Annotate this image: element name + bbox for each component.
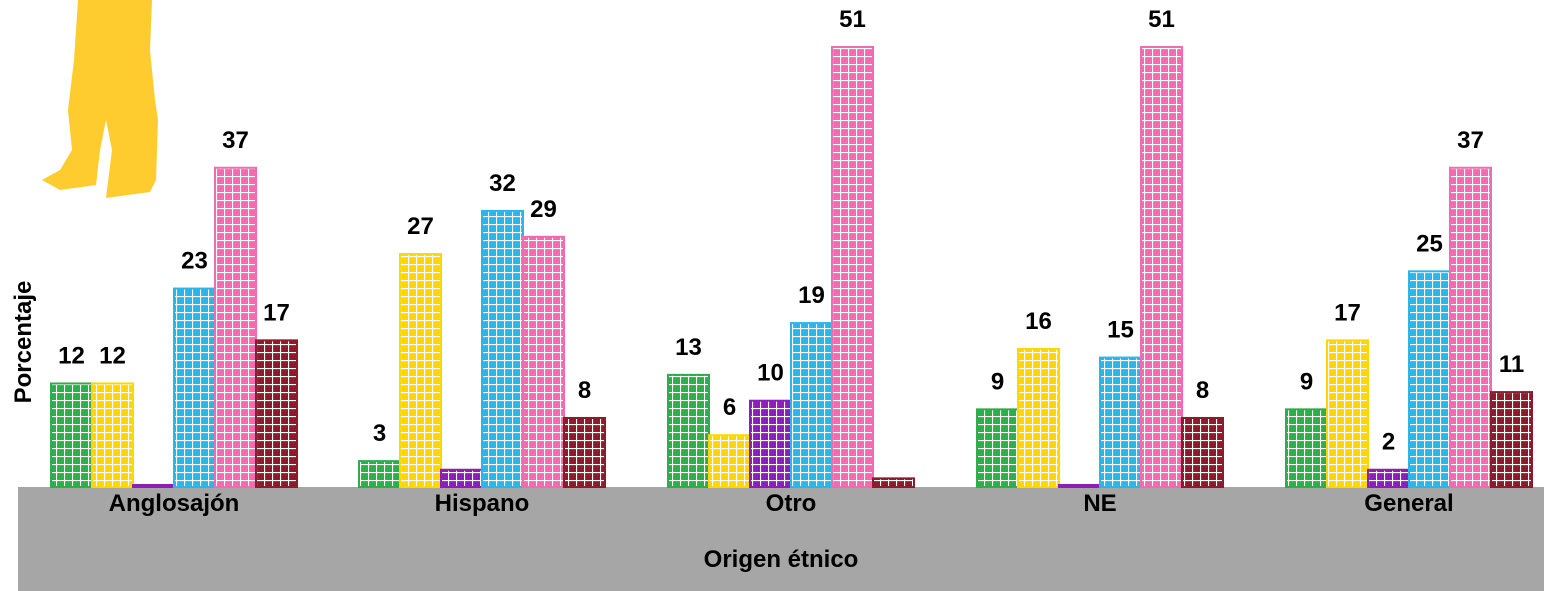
bar-anglosajn-s2 [91, 382, 134, 488]
data-label: 17 [1334, 299, 1361, 326]
bar-general-s1 [1285, 408, 1328, 488]
bar-general-s2 [1326, 339, 1369, 489]
bar-hispano-s3 [440, 468, 483, 488]
data-label: 17 [263, 299, 290, 326]
bar-ne-s3 [1058, 484, 1101, 488]
data-label: 23 [181, 248, 208, 275]
bar-anglosajn-s3 [132, 484, 175, 488]
data-label: 19 [798, 282, 825, 309]
bar-anglosajn-s6 [255, 339, 298, 489]
bar-ne-s6 [1181, 416, 1224, 488]
bar-ne-s5 [1140, 46, 1183, 488]
data-label: 16 [1025, 308, 1052, 335]
bar-hispano-s1 [358, 460, 401, 488]
bar-general-s4 [1408, 270, 1451, 488]
data-label: 29 [530, 196, 557, 223]
data-label: 6 [723, 394, 736, 421]
bar-anglosajn-s1 [50, 382, 93, 488]
data-label: 15 [1107, 317, 1134, 344]
bar-hispano-s4 [481, 209, 524, 488]
data-label: 2 [1382, 429, 1395, 456]
data-label: 10 [757, 360, 784, 387]
bar-anglosajn-s5 [214, 166, 257, 489]
x-axis-label: Origen étnico [704, 546, 859, 573]
data-label: 37 [222, 127, 249, 154]
bar-ne-s2 [1017, 347, 1060, 488]
data-labels-group: 12 12 23 37 17 3 27 32 29 8 13 6 10 19 51 9 16 15 51 8 9 17 2 2… [58, 6, 1524, 456]
data-label: 13 [675, 334, 702, 361]
bar-hispano-s6 [563, 416, 606, 488]
bar-otro-s3 [749, 399, 792, 489]
bar-anglosajn-s4 [173, 287, 216, 488]
child-figure-silhouette [42, 0, 158, 198]
bar-general-s6 [1490, 391, 1533, 489]
data-label: 37 [1457, 127, 1484, 154]
data-label: 32 [489, 170, 516, 197]
category-labels-group: Anglosajón Hispano Otro NE General [109, 490, 1454, 517]
data-label: 51 [839, 6, 866, 33]
category-label: Otro [766, 490, 817, 517]
x-axis-band [18, 487, 1544, 591]
bar-hispano-s5 [522, 235, 565, 488]
category-label: General [1364, 490, 1453, 517]
bar-otro-s6 [872, 477, 915, 489]
bar-otro-s2 [708, 434, 751, 488]
bar-general-s3 [1367, 468, 1410, 488]
data-label: 12 [99, 342, 126, 369]
data-label: 11 [1499, 351, 1524, 378]
category-label: Anglosajón [109, 490, 240, 517]
category-label: Hispano [435, 490, 530, 517]
y-axis-label: Porcentaje [10, 281, 37, 404]
data-label: 27 [407, 213, 434, 240]
bar-otro-s1 [667, 373, 710, 488]
data-label: 9 [1300, 368, 1313, 395]
data-label: 51 [1148, 6, 1175, 33]
data-label: 9 [991, 368, 1004, 395]
data-label: 3 [373, 420, 386, 447]
data-label: 12 [58, 342, 85, 369]
bar-hispano-s2 [399, 253, 442, 488]
data-label: 25 [1416, 230, 1443, 257]
bar-ne-s4 [1099, 356, 1142, 488]
data-label: 8 [578, 377, 591, 404]
category-label: NE [1083, 490, 1116, 517]
bar-ne-s1 [976, 408, 1019, 488]
bar-otro-s5 [831, 46, 874, 488]
bars-group [50, 46, 1533, 489]
bar-otro-s4 [790, 322, 833, 488]
bar-general-s5 [1449, 166, 1492, 489]
data-label: 8 [1196, 377, 1209, 404]
